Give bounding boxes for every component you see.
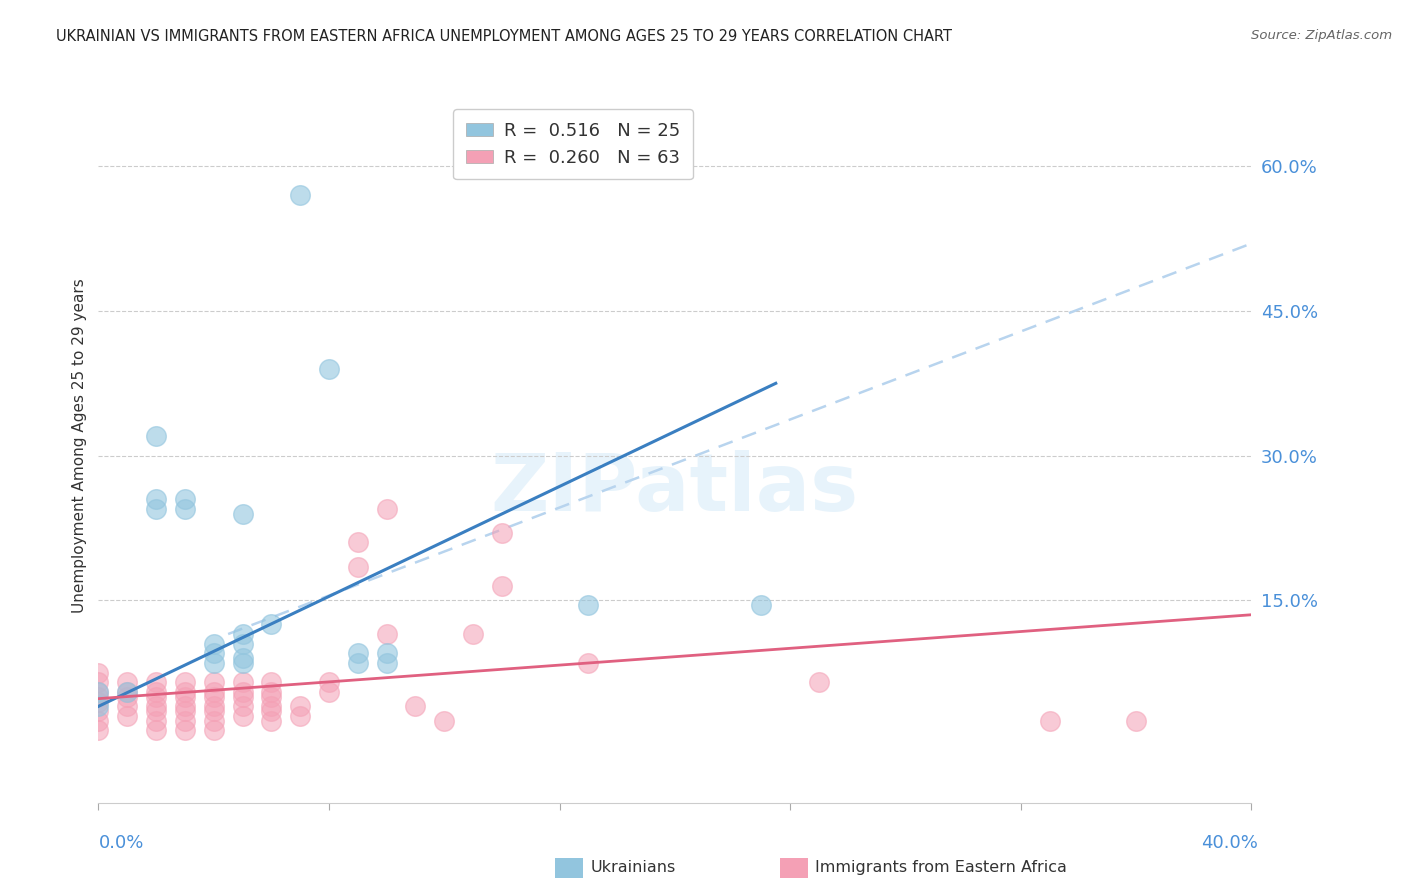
Point bbox=[145, 675, 167, 690]
Point bbox=[117, 690, 139, 704]
Point bbox=[346, 535, 368, 549]
Point bbox=[290, 709, 312, 723]
Point bbox=[174, 675, 197, 690]
Point bbox=[87, 665, 110, 680]
Point bbox=[260, 675, 283, 690]
Point bbox=[87, 699, 110, 714]
Point bbox=[491, 525, 513, 540]
Point bbox=[202, 690, 225, 704]
Point bbox=[318, 675, 340, 690]
Point bbox=[87, 704, 110, 718]
Point bbox=[231, 690, 254, 704]
Point bbox=[202, 714, 225, 728]
Point bbox=[174, 501, 197, 516]
Text: Immigrants from Eastern Africa: Immigrants from Eastern Africa bbox=[815, 861, 1067, 875]
Point bbox=[318, 362, 340, 376]
Point bbox=[260, 685, 283, 699]
Point bbox=[375, 656, 398, 670]
Point bbox=[578, 656, 600, 670]
Point bbox=[260, 714, 283, 728]
Legend: R =  0.516   N = 25, R =  0.260   N = 63: R = 0.516 N = 25, R = 0.260 N = 63 bbox=[453, 109, 693, 179]
Point bbox=[145, 704, 167, 718]
Point bbox=[231, 685, 254, 699]
Point bbox=[491, 579, 513, 593]
Point bbox=[290, 188, 312, 202]
Point bbox=[174, 491, 197, 506]
Point bbox=[87, 685, 110, 699]
Point bbox=[87, 685, 110, 699]
Text: Ukrainians: Ukrainians bbox=[591, 861, 676, 875]
Point bbox=[375, 627, 398, 641]
Text: 40.0%: 40.0% bbox=[1202, 834, 1258, 852]
Point bbox=[174, 685, 197, 699]
Point bbox=[145, 690, 167, 704]
Point bbox=[145, 685, 167, 699]
Point bbox=[174, 704, 197, 718]
Point bbox=[174, 699, 197, 714]
Point bbox=[174, 690, 197, 704]
Point bbox=[231, 507, 254, 521]
Point bbox=[346, 646, 368, 660]
Point bbox=[375, 501, 398, 516]
Point bbox=[145, 491, 167, 506]
Point bbox=[117, 709, 139, 723]
Point bbox=[87, 675, 110, 690]
Text: 0.0%: 0.0% bbox=[98, 834, 143, 852]
Point bbox=[145, 723, 167, 738]
Point bbox=[202, 646, 225, 660]
Point bbox=[346, 559, 368, 574]
Point bbox=[231, 709, 254, 723]
Point bbox=[145, 501, 167, 516]
Text: UKRAINIAN VS IMMIGRANTS FROM EASTERN AFRICA UNEMPLOYMENT AMONG AGES 25 TO 29 YEA: UKRAINIAN VS IMMIGRANTS FROM EASTERN AFR… bbox=[56, 29, 952, 44]
Point bbox=[145, 714, 167, 728]
Point bbox=[231, 627, 254, 641]
Point bbox=[87, 690, 110, 704]
Point bbox=[117, 675, 139, 690]
Point bbox=[260, 617, 283, 632]
Point bbox=[260, 704, 283, 718]
Point bbox=[260, 699, 283, 714]
Point bbox=[87, 714, 110, 728]
Point bbox=[174, 723, 197, 738]
Point bbox=[202, 675, 225, 690]
Point bbox=[433, 714, 456, 728]
Point bbox=[1038, 714, 1062, 728]
Point bbox=[117, 685, 139, 699]
Point bbox=[202, 723, 225, 738]
Point bbox=[807, 675, 830, 690]
Point bbox=[202, 699, 225, 714]
Point bbox=[87, 694, 110, 708]
Point bbox=[1125, 714, 1147, 728]
Point bbox=[145, 429, 167, 443]
Y-axis label: Unemployment Among Ages 25 to 29 years: Unemployment Among Ages 25 to 29 years bbox=[72, 278, 87, 614]
Point bbox=[174, 714, 197, 728]
Point bbox=[117, 699, 139, 714]
Point bbox=[145, 699, 167, 714]
Point bbox=[231, 656, 254, 670]
Point bbox=[117, 685, 139, 699]
Point bbox=[346, 656, 368, 670]
Point bbox=[202, 685, 225, 699]
Point bbox=[231, 699, 254, 714]
Point bbox=[318, 685, 340, 699]
Point bbox=[260, 690, 283, 704]
Point bbox=[375, 646, 398, 660]
Point bbox=[751, 598, 773, 612]
Point bbox=[290, 699, 312, 714]
Point bbox=[87, 723, 110, 738]
Point bbox=[202, 637, 225, 651]
Point bbox=[202, 704, 225, 718]
Point bbox=[461, 627, 484, 641]
Point bbox=[202, 656, 225, 670]
Point bbox=[405, 699, 427, 714]
Point bbox=[231, 675, 254, 690]
Point bbox=[231, 651, 254, 665]
Text: ZIPatlas: ZIPatlas bbox=[491, 450, 859, 528]
Text: Source: ZipAtlas.com: Source: ZipAtlas.com bbox=[1251, 29, 1392, 42]
Point bbox=[231, 637, 254, 651]
Point bbox=[578, 598, 600, 612]
